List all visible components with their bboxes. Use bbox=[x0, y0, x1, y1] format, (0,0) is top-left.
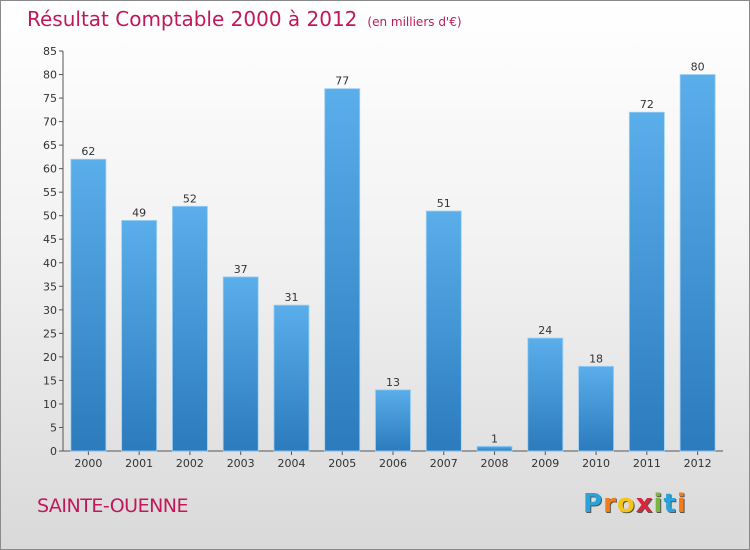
x-tick-label-2003: 2003 bbox=[227, 457, 255, 470]
y-tick-label: 50 bbox=[43, 210, 57, 223]
x-tick-label-2000: 2000 bbox=[74, 457, 102, 470]
y-tick-label: 20 bbox=[43, 351, 57, 364]
data-label-2003: 37 bbox=[234, 263, 248, 276]
y-tick-label: 65 bbox=[43, 139, 57, 152]
commune-name: SAINTE-OUENNE bbox=[37, 495, 189, 517]
y-tick-label: 60 bbox=[43, 163, 57, 176]
x-tick-label-2002: 2002 bbox=[176, 457, 204, 470]
y-tick-label: 45 bbox=[43, 233, 57, 246]
x-tick-label-2001: 2001 bbox=[125, 457, 153, 470]
logo-letter: P bbox=[583, 489, 604, 519]
x-tick-label-2008: 2008 bbox=[481, 457, 509, 470]
x-tick-label-2010: 2010 bbox=[582, 457, 610, 470]
logo-letter: i bbox=[653, 489, 664, 519]
bar-2012 bbox=[679, 74, 716, 452]
chart-unit: (en milliers d'€) bbox=[367, 15, 462, 29]
data-label-2000: 62 bbox=[81, 145, 95, 158]
y-tick-label: 35 bbox=[43, 280, 57, 293]
data-label-2007: 51 bbox=[437, 197, 451, 210]
bar-2005 bbox=[324, 88, 361, 452]
x-tick-label-2009: 2009 bbox=[531, 457, 559, 470]
data-label-2006: 13 bbox=[386, 376, 400, 389]
y-tick-label: 55 bbox=[43, 186, 57, 199]
bar-2001 bbox=[121, 220, 158, 452]
chart-title-text: Résultat Comptable 2000 à 2012 bbox=[27, 7, 358, 31]
y-axis: 0 5 10 15 20 25 30 35 40 45 50 55 60 65 70 75 80 85 bbox=[43, 45, 64, 458]
y-tick-label: 70 bbox=[43, 116, 57, 129]
data-label-2011: 72 bbox=[640, 98, 654, 111]
bars: 62 49 52 37 31 77 13 51 1 24 18 72 80 bbox=[70, 61, 716, 452]
x-tick-label-2004: 2004 bbox=[277, 457, 305, 470]
y-tick-label: 75 bbox=[43, 92, 57, 105]
y-tick-label: 15 bbox=[43, 374, 57, 387]
data-label-2012: 80 bbox=[691, 61, 705, 74]
y-tick-label: 10 bbox=[43, 398, 57, 411]
y-tick-label: 85 bbox=[43, 45, 57, 58]
data-label-2010: 18 bbox=[589, 352, 603, 365]
bar-2011 bbox=[628, 111, 665, 452]
data-label-2005: 77 bbox=[335, 75, 349, 88]
y-tick-label: 0 bbox=[50, 445, 57, 458]
y-tick-label: 30 bbox=[43, 304, 57, 317]
proxiti-logo: Proxiti bbox=[583, 489, 687, 519]
data-label-2008: 1 bbox=[491, 432, 498, 445]
logo-letter: i bbox=[676, 489, 687, 519]
x-tick-label-2005: 2005 bbox=[328, 457, 356, 470]
bar-2003 bbox=[222, 276, 259, 452]
bar-2002 bbox=[172, 205, 208, 452]
bar-2006 bbox=[375, 389, 411, 452]
x-tick-label-2011: 2011 bbox=[633, 457, 661, 470]
x-tick-label-2006: 2006 bbox=[379, 457, 407, 470]
bar-2010 bbox=[578, 365, 614, 452]
x-tick-label-2012: 2012 bbox=[684, 457, 712, 470]
data-label-2009: 24 bbox=[538, 324, 552, 337]
data-label-2004: 31 bbox=[284, 291, 298, 304]
x-tick-label-2007: 2007 bbox=[430, 457, 458, 470]
y-tick-label: 25 bbox=[43, 327, 57, 340]
y-tick-label: 80 bbox=[43, 69, 57, 82]
logo-letter: o bbox=[616, 489, 636, 519]
bar-2000 bbox=[70, 158, 107, 452]
x-axis: 2000 2001 2002 2003 2004 2005 2006 2007 2008 2009… bbox=[63, 450, 723, 470]
data-label-2001: 49 bbox=[132, 206, 146, 219]
bar-2008 bbox=[476, 445, 513, 452]
bar-2009 bbox=[527, 337, 564, 452]
chart-title: Résultat Comptable 2000 à 2012 (en millie… bbox=[27, 7, 462, 31]
logo-letter: t bbox=[663, 489, 677, 519]
bar-2007 bbox=[425, 210, 462, 452]
y-tick-label: 40 bbox=[43, 257, 57, 270]
data-label-2002: 52 bbox=[183, 192, 197, 205]
logo-letter: r bbox=[603, 489, 617, 519]
logo-letter: x bbox=[635, 489, 654, 519]
bar-2004 bbox=[273, 304, 310, 452]
y-tick-label: 5 bbox=[50, 421, 57, 434]
